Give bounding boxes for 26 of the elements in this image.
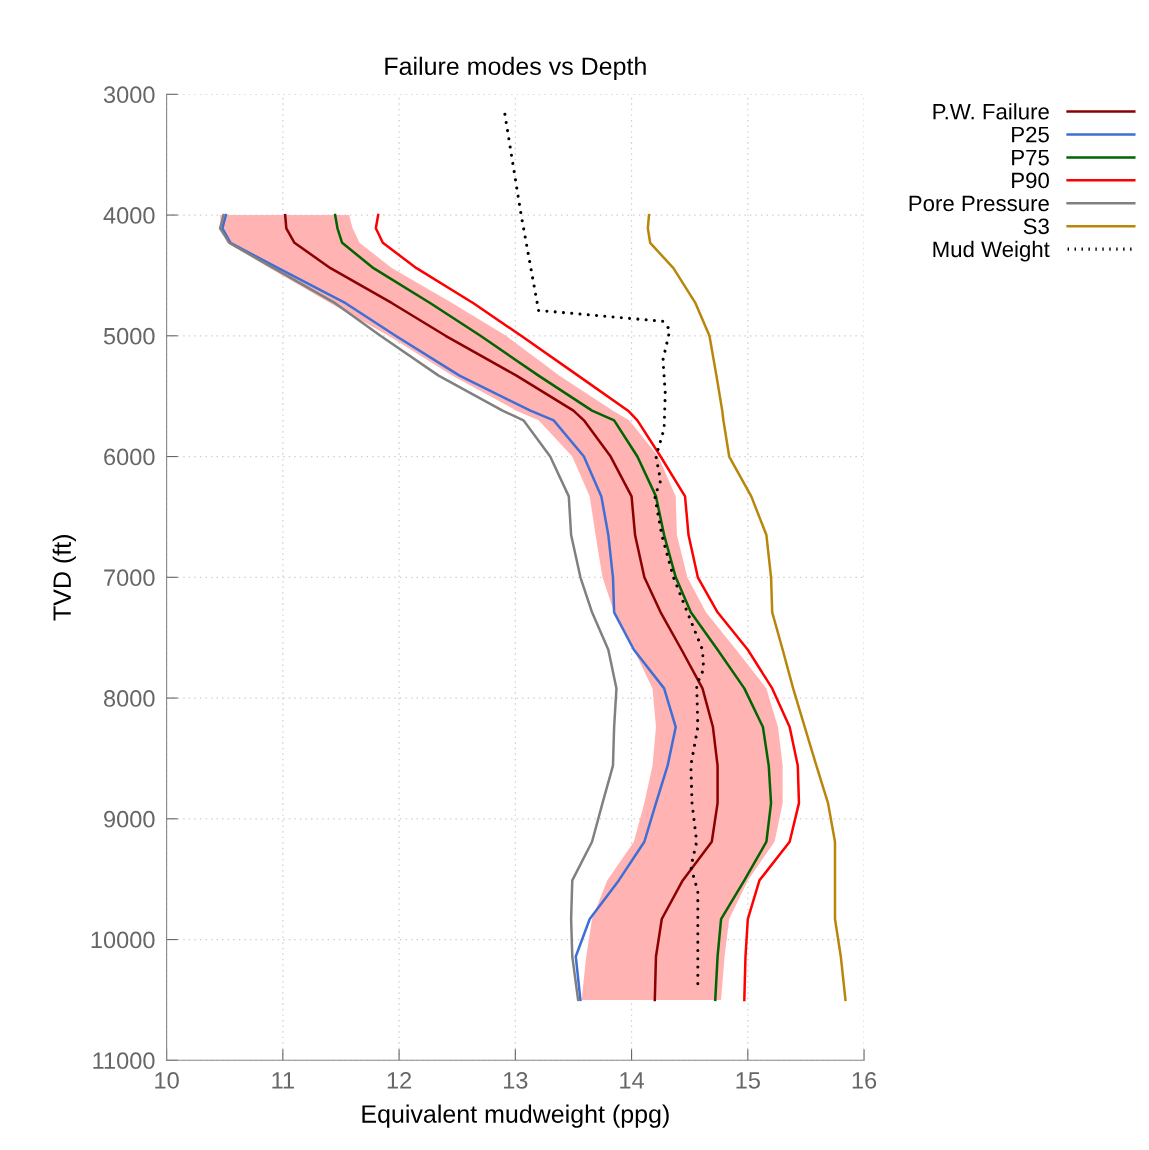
y-tick-label: 5000 [103,327,155,345]
x-tick-label: 12 [387,1072,412,1089]
y-axis-title: TVD (ft) [52,535,76,621]
legend-label: P.W. Failure [933,103,1049,120]
x-axis-title: Equivalent mudweight (ppg) [362,1104,669,1128]
legend-label: Pore Pressure [909,195,1049,212]
y-tick-label: 3000 [103,86,155,104]
legend-label: Mud Weight [933,240,1050,262]
y-tick-label: 9000 [104,810,155,828]
y-tick-label: 10000 [91,931,155,949]
legend-label: P90 [1012,172,1049,189]
legend-label: S3 [1023,218,1049,235]
chart-title: Failure modes vs Depth [385,56,646,81]
y-tick-label: 7000 [104,569,155,587]
x-tick-label: 13 [504,1072,528,1089]
legend-label: P25 [1012,126,1049,143]
y-tick-label: 8000 [104,690,155,707]
x-tick-label: 16 [852,1072,877,1089]
y-tick-label: 6000 [104,448,155,466]
x-tick-label: 14 [620,1072,645,1089]
x-tick-label: 11 [272,1072,294,1089]
y-tick-label: 11000 [93,1052,155,1070]
x-tick-label: 15 [736,1072,760,1089]
legend-label: P75 [1012,149,1049,166]
x-tick-label: 10 [155,1072,179,1089]
y-tick-label: 4000 [103,207,155,224]
